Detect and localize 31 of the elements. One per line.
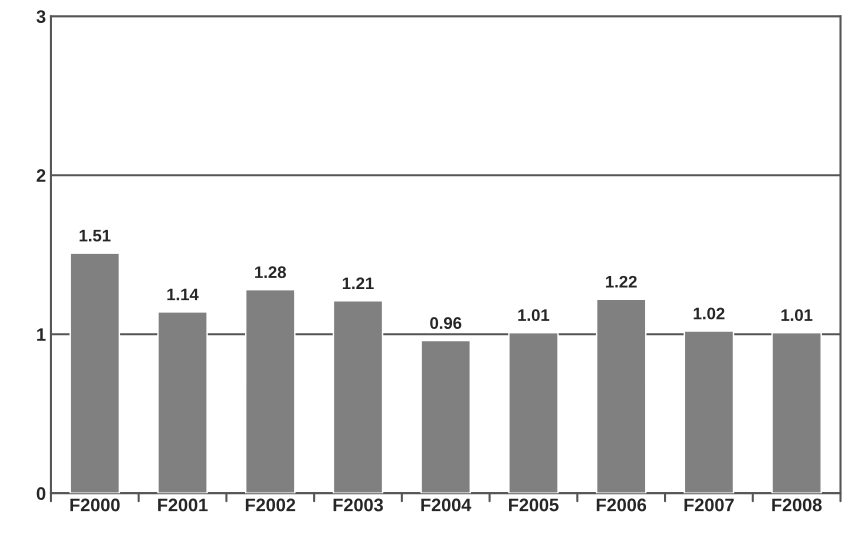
bar — [245, 289, 296, 494]
x-tick-label: F2003 — [334, 498, 383, 512]
bar — [596, 298, 646, 494]
data-label: 1.01 — [781, 309, 812, 322]
x-tick-label: F2008 — [772, 498, 822, 512]
data-label: 1.02 — [694, 308, 724, 320]
x-tick-label: F2000 — [70, 498, 120, 512]
x-tick-label: F2005 — [509, 498, 559, 512]
bar — [684, 330, 734, 494]
x-tick-label: F2006 — [596, 498, 646, 512]
data-label: 0.96 — [430, 317, 462, 329]
bar — [70, 252, 120, 494]
y-tick-label: 2 — [36, 169, 46, 182]
bar — [332, 300, 384, 494]
data-label: 1.21 — [342, 277, 374, 290]
data-label: 1.22 — [606, 276, 637, 288]
y-tick-label: 0 — [36, 487, 46, 500]
data-label: 1.14 — [167, 288, 199, 300]
data-label: 1.28 — [255, 266, 286, 278]
y-tick-label: 1 — [37, 328, 46, 341]
x-tick-label: F2002 — [246, 498, 296, 512]
bar — [157, 311, 208, 494]
data-label: 1.01 — [518, 309, 550, 322]
x-tick-label: F2004 — [421, 498, 472, 512]
x-tick-label: F2007 — [684, 498, 734, 512]
bar — [420, 340, 471, 494]
data-label: 1.51 — [80, 230, 111, 242]
x-tick-label: F2001 — [158, 498, 208, 512]
y-tick-label: 3 — [36, 10, 46, 24]
bar — [771, 332, 822, 494]
bar — [508, 332, 559, 494]
